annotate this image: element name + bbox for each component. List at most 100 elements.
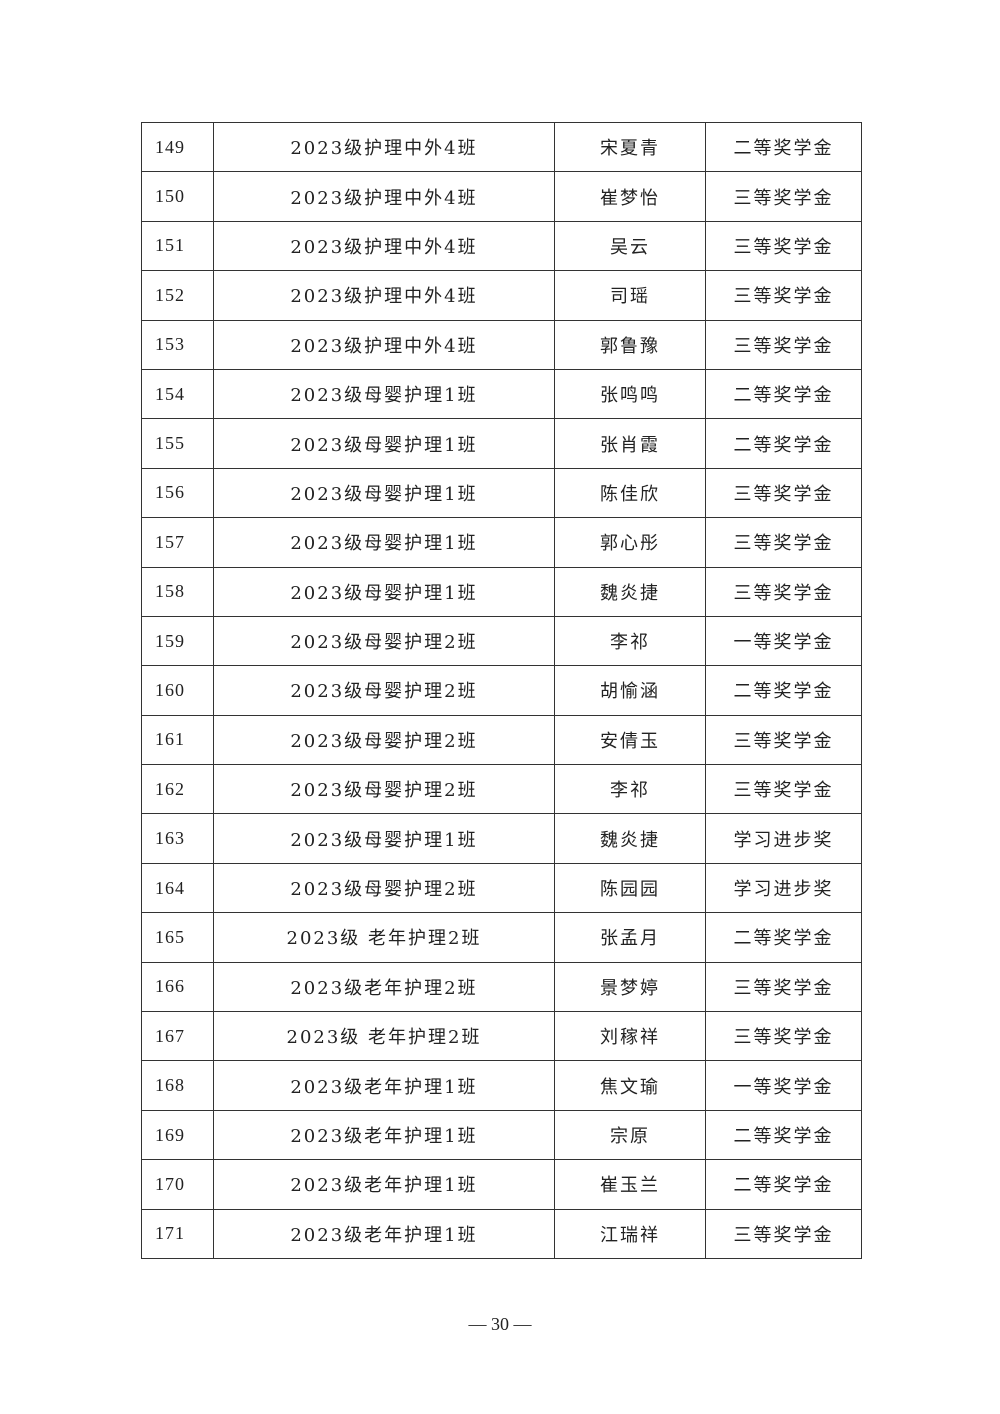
award-name-cell: 二等奖学金 xyxy=(705,665,862,716)
award-name-cell: 二等奖学金 xyxy=(705,121,862,173)
student-name-cell: 郭心彤 xyxy=(554,517,706,568)
award-table-body: 149 2023级护理中外4班 宋夏青 二等奖学金 150 2023级护理中外4班 崔梦怡三… xyxy=(141,121,862,1259)
table-row: 165 2023级 老年护理2班 张孟月 二等奖学金 xyxy=(141,912,862,963)
row-number-cell: 171 xyxy=(141,1208,214,1259)
award-name-cell: 二等奖学金 xyxy=(705,1109,862,1161)
row-number-cell: 158 xyxy=(141,566,214,617)
row-number-cell: 160 xyxy=(141,665,214,716)
table-row: 154 2023级母婴护理1班 张鸣鸣 二等奖学金 xyxy=(141,368,862,420)
award-name-cell: 三等奖学金 xyxy=(705,319,862,370)
student-name-cell: 景梦婷 xyxy=(554,961,706,1013)
class-name-cell: 2023级母婴护理2班 xyxy=(213,714,555,766)
award-name-cell: 二等奖学金 xyxy=(705,368,862,420)
row-number-cell: 167 xyxy=(141,1011,214,1062)
table-row: 151 2023级护理中外4班 吴云 三等奖学金 xyxy=(141,220,862,272)
student-name-cell: 张肖霞 xyxy=(554,418,706,469)
table-row: 166 2023级老年护理2班 景梦婷 三等奖学金 xyxy=(141,961,862,1013)
class-name-cell: 2023级母婴护理2班 xyxy=(213,862,555,914)
student-name-cell: 司瑶 xyxy=(554,270,706,321)
award-name-cell: 三等奖学金 xyxy=(705,714,862,766)
page-number: — 30 — xyxy=(468,1314,532,1334)
class-name-cell: 2023级护理中外4班 xyxy=(213,319,555,370)
student-name-cell: 崔玉兰 xyxy=(554,1159,706,1210)
student-name-cell: 李祁 xyxy=(554,764,706,815)
table-row: 156 2023级母婴护理1班 陈佳欣 三等奖学金 xyxy=(141,467,862,519)
table-row: 159 2023级母婴护理2班 李祁 一等奖学金 xyxy=(141,615,862,667)
class-name-cell: 2023级母婴护理1班 xyxy=(213,368,555,420)
row-number-cell: 151 xyxy=(141,220,214,272)
class-name-cell: 2023级母婴护理1班 xyxy=(213,467,555,519)
row-number-cell: 153 xyxy=(141,319,214,370)
row-number-cell: 149 xyxy=(141,121,214,173)
award-name-cell: 三等奖学金 xyxy=(705,1011,862,1062)
row-number-cell: 168 xyxy=(141,1060,214,1111)
row-number-cell: 152 xyxy=(141,270,214,321)
student-name-cell: 宋夏青 xyxy=(554,121,706,173)
student-name-cell: 张鸣鸣 xyxy=(554,368,706,420)
row-number-cell: 163 xyxy=(141,813,214,864)
row-number-cell: 156 xyxy=(141,467,214,519)
table-row: 155 2023级母婴护理1班 张肖霞 二等奖学金 xyxy=(141,418,862,469)
table-row: 164 2023级母婴护理2班 陈园园 学习进步奖 xyxy=(141,862,862,914)
class-name-cell: 2023级老年护理1班 xyxy=(213,1109,555,1161)
row-number-cell: 165 xyxy=(141,912,214,963)
student-name-cell: 吴云 xyxy=(554,220,706,272)
student-name-cell: 焦文瑜 xyxy=(554,1060,706,1111)
row-number-cell: 166 xyxy=(141,961,214,1013)
class-name-cell: 2023级 老年护理2班 xyxy=(213,912,555,963)
table-row: 163 2023级母婴护理1班 魏炎捷 学习进步奖 xyxy=(141,813,862,864)
award-name-cell: 二等奖学金 xyxy=(705,1159,862,1210)
class-name-cell: 2023级母婴护理2班 xyxy=(213,764,555,815)
row-number-cell: 150 xyxy=(141,171,214,222)
row-number-cell: 164 xyxy=(141,862,214,914)
class-name-cell: 2023级母婴护理2班 xyxy=(213,665,555,716)
class-name-cell: 2023级护理中外4班 xyxy=(213,220,555,272)
table-row: 152 2023级护理中外4班 司瑶 三等奖学金 xyxy=(141,270,862,321)
student-name-cell: 安倩玉 xyxy=(554,714,706,766)
award-name-cell: 学习进步奖 xyxy=(705,813,862,864)
class-name-cell: 2023级护理中外4班 xyxy=(213,270,555,321)
student-name-cell: 胡愉涵 xyxy=(554,665,706,716)
table-row: 153 2023级护理中外4班 郭鲁豫 三等奖学金 xyxy=(141,319,862,370)
row-number-cell: 161 xyxy=(141,714,214,766)
award-name-cell: 三等奖学金 xyxy=(705,171,862,222)
row-number-cell: 159 xyxy=(141,615,214,667)
student-name-cell: 魏炎捷 xyxy=(554,813,706,864)
table-row: 167 2023级 老年护理2班 刘稼祥 三等奖学金 xyxy=(141,1011,862,1062)
student-name-cell: 江瑞祥 xyxy=(554,1208,706,1259)
table-row: 170 2023级老年护理1班 崔玉兰 二等奖学金 xyxy=(141,1159,862,1210)
class-name-cell: 2023级母婴护理1班 xyxy=(213,517,555,568)
class-name-cell: 2023级母婴护理2班 xyxy=(213,615,555,667)
award-name-cell: 三等奖学金 xyxy=(705,566,862,617)
table-row: 171 2023级老年护理1班 江瑞祥 三等奖学金 xyxy=(141,1208,862,1259)
class-name-cell: 2023级护理中外4班 xyxy=(213,121,555,173)
award-name-cell: 二等奖学金 xyxy=(705,912,862,963)
award-name-cell: 三等奖学金 xyxy=(705,1208,862,1259)
class-name-cell: 2023级母婴护理1班 xyxy=(213,566,555,617)
class-name-cell: 2023级老年护理1班 xyxy=(213,1159,555,1210)
student-name-cell: 宗原 xyxy=(554,1109,706,1161)
class-name-cell: 2023级老年护理1班 xyxy=(213,1060,555,1111)
class-name-cell: 2023级老年护理1班 xyxy=(213,1208,555,1259)
award-name-cell: 三等奖学金 xyxy=(705,467,862,519)
award-name-cell: 三等奖学金 xyxy=(705,517,862,568)
row-number-cell: 169 xyxy=(141,1109,214,1161)
table-row: 168 2023级老年护理1班 焦文瑜 一等奖学金 xyxy=(141,1060,862,1111)
table-row: 157 2023级母婴护理1班 郭心彤 三等奖学金 xyxy=(141,517,862,568)
student-name-cell: 陈园园 xyxy=(554,862,706,914)
student-name-cell: 郭鲁豫 xyxy=(554,319,706,370)
student-name-cell: 刘稼祥 xyxy=(554,1011,706,1062)
row-number-cell: 155 xyxy=(141,418,214,469)
award-name-cell: 学习进步奖 xyxy=(705,862,862,914)
table-row: 160 2023级母婴护理2班 胡愉涵 二等奖学金 xyxy=(141,665,862,716)
student-name-cell: 魏炎捷 xyxy=(554,566,706,617)
class-name-cell: 2023级 老年护理2班 xyxy=(213,1011,555,1062)
student-name-cell: 张孟月 xyxy=(554,912,706,963)
class-name-cell: 2023级护理中外4班 xyxy=(213,171,555,222)
row-number-cell: 162 xyxy=(141,764,214,815)
table-row: 158 2023级母婴护理1班 魏炎捷 三等奖学金 xyxy=(141,566,862,617)
award-name-cell: 二等奖学金 xyxy=(705,418,862,469)
award-name-cell: 三等奖学金 xyxy=(705,220,862,272)
class-name-cell: 2023级老年护理2班 xyxy=(213,961,555,1013)
award-table: 149 2023级护理中外4班 宋夏青 二等奖学金 150 2023级护理中外4班 崔梦怡三… xyxy=(141,121,862,1259)
